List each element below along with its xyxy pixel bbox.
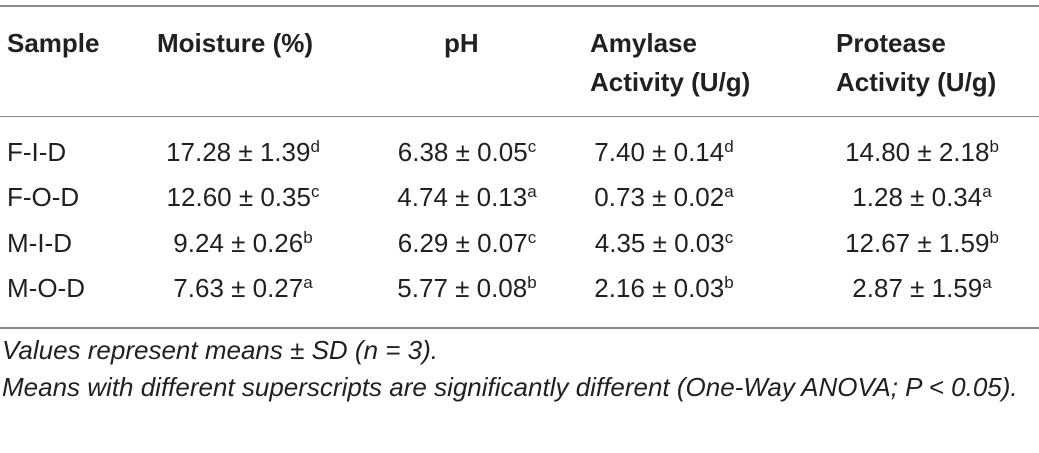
row-4-ph: 5.77 ± 0.08b <box>397 273 537 303</box>
row-2-ph: 4.74 ± 0.13a <box>397 182 537 212</box>
header-moisture: Moisture (%) <box>157 28 313 58</box>
row-3-moisture: 9.24 ± 0.26b <box>173 228 313 258</box>
row-4-protease: 2.87 ± 1.59a <box>852 273 992 303</box>
row-3-sample: M-I-D <box>7 228 72 258</box>
row-1-amylase: 7.40 ± 0.14d <box>594 137 734 167</box>
row-2-protease: 1.28 ± 0.34a <box>852 182 992 212</box>
header-amylase-line2: Activity (U/g) <box>590 67 751 97</box>
row-1-protease: 14.80 ± 2.18b <box>845 137 999 167</box>
header-protease-line2: Activity (U/g) <box>836 67 997 97</box>
row-3-protease: 12.67 ± 1.59b <box>845 228 999 258</box>
footnote-values: Values represent means ± SD (n = 3). <box>2 335 439 365</box>
header-protease-line1: Protease <box>836 28 946 58</box>
row-4-sample: M-O-D <box>7 273 85 303</box>
row-2-moisture: 12.60 ± 0.35c <box>166 182 320 212</box>
row-3-amylase: 4.35 ± 0.03c <box>594 228 734 258</box>
row-1-sample: F-I-D <box>7 137 67 167</box>
header-sample: Sample <box>7 28 100 58</box>
table-top-rule <box>0 5 1039 7</box>
header-amylase-line1: Amylase <box>590 28 697 58</box>
row-4-moisture: 7.63 ± 0.27a <box>173 273 313 303</box>
header-ph: pH <box>444 28 479 58</box>
footnote-significance: Means with different superscripts are si… <box>2 372 1018 402</box>
table-bottom-rule <box>0 327 1039 329</box>
table-header-rule <box>0 116 1039 117</box>
row-2-amylase: 0.73 ± 0.02a <box>594 182 734 212</box>
row-2-sample: F-O-D <box>7 182 80 212</box>
row-1-ph: 6.38 ± 0.05c <box>397 137 537 167</box>
row-4-amylase: 2.16 ± 0.03b <box>594 273 734 303</box>
row-3-ph: 6.29 ± 0.07c <box>397 228 537 258</box>
row-1-moisture: 17.28 ± 1.39d <box>166 137 320 167</box>
